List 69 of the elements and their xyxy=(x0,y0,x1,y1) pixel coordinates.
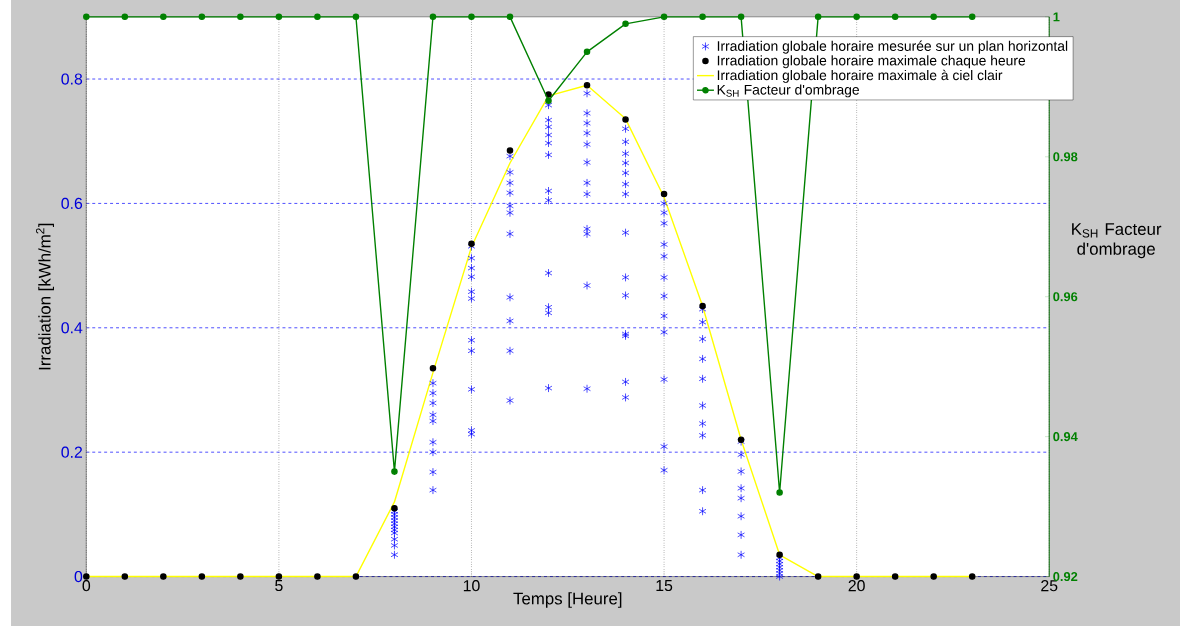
legend-label: K$_{SH}$ Facteur d'ombrage xyxy=(717,84,860,98)
point xyxy=(891,573,899,580)
point xyxy=(506,147,514,154)
point xyxy=(968,573,976,580)
point xyxy=(237,573,244,580)
y2-tick-label: 0.98 xyxy=(1053,152,1078,162)
point xyxy=(660,190,668,198)
point xyxy=(814,13,822,21)
point xyxy=(160,13,167,21)
point xyxy=(314,13,321,21)
point xyxy=(699,13,706,21)
y-tick-label: 0.6 xyxy=(61,197,83,209)
y-tick-label: 0.4 xyxy=(61,322,83,334)
legend-label: Irradiation globale horaire maximale à ciel clair xyxy=(717,69,1003,83)
point xyxy=(583,81,591,89)
point xyxy=(737,13,745,21)
x-tick-label: 5 xyxy=(275,580,283,592)
point xyxy=(314,573,321,580)
point xyxy=(429,364,437,372)
point xyxy=(468,13,475,21)
y-axis-title: Irradiation [kWh/m$^{2}$] xyxy=(36,223,54,370)
y2-tick-label: 0.94 xyxy=(1053,432,1078,442)
x-tick-label: 0 xyxy=(82,580,91,592)
point xyxy=(853,13,860,21)
point xyxy=(776,489,783,496)
point xyxy=(275,573,283,580)
point xyxy=(352,573,360,580)
point xyxy=(83,13,90,21)
point xyxy=(391,504,398,512)
point xyxy=(121,13,129,21)
point xyxy=(622,116,629,123)
point xyxy=(121,573,129,580)
x-axis-title: Temps [Heure] xyxy=(513,592,622,608)
y-tick-label: 0.2 xyxy=(61,446,83,458)
x-tick-label: 10 xyxy=(463,580,480,592)
y2-tick-label: 0.92 xyxy=(1053,571,1078,582)
point xyxy=(545,91,552,98)
point xyxy=(506,13,514,21)
point xyxy=(237,13,244,21)
point xyxy=(968,13,976,21)
legend-label: Irradiation globale horaire mesurée sur un plan horizontal xyxy=(717,40,1068,54)
point xyxy=(545,97,552,105)
point xyxy=(352,13,360,21)
point xyxy=(930,573,937,580)
point xyxy=(198,13,206,21)
point xyxy=(198,573,206,580)
point xyxy=(853,573,860,580)
point xyxy=(660,13,668,21)
point xyxy=(776,551,783,559)
point xyxy=(391,468,398,475)
x-tick-label: 20 xyxy=(848,580,865,592)
point xyxy=(699,302,706,310)
point xyxy=(583,48,591,56)
legend-label: Irradiation globale horaire maximale chaque heure xyxy=(717,55,1026,69)
y2-tick-label: 1 xyxy=(1053,12,1060,22)
y-tick-label: 0.8 xyxy=(61,73,83,85)
point xyxy=(429,13,437,21)
point xyxy=(275,13,283,21)
point xyxy=(160,573,167,580)
point xyxy=(814,573,822,580)
point xyxy=(930,13,937,21)
y2-tick-label: 0.96 xyxy=(1053,292,1078,302)
point xyxy=(83,573,90,580)
x-tick-label: 15 xyxy=(656,580,673,592)
y2-axis-title: K$_{SH}$ Facteur d'ombrage xyxy=(1072,223,1162,259)
y-tick-label: 0 xyxy=(74,570,83,583)
x-tick-label: 25 xyxy=(1041,580,1058,592)
point xyxy=(891,13,899,21)
point xyxy=(622,20,629,28)
